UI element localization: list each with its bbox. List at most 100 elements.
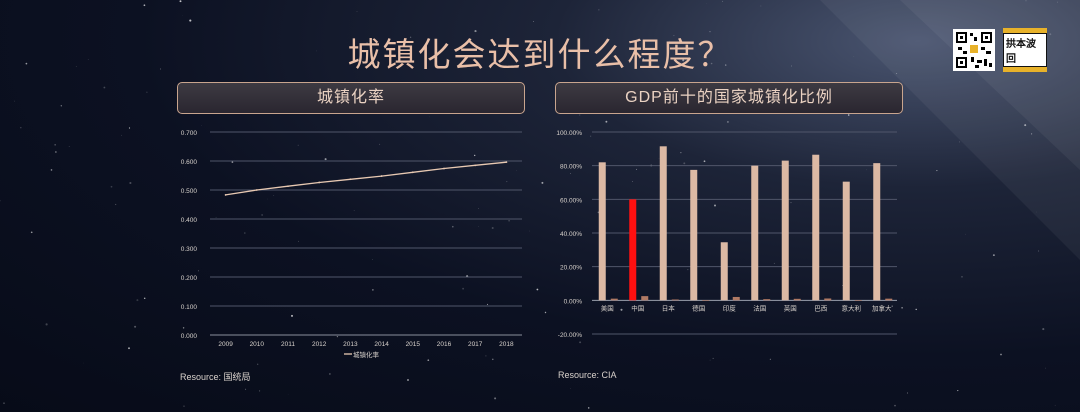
star	[1031, 133, 1033, 135]
x-tick-label: 印度	[723, 303, 737, 312]
star	[961, 276, 963, 278]
y-tick-label: 0.400	[181, 217, 198, 224]
star	[1045, 367, 1047, 369]
star	[356, 11, 358, 12]
bar-secondary	[854, 299, 862, 301]
bar-urbanization	[873, 163, 881, 301]
data-point	[443, 167, 445, 170]
star	[769, 358, 771, 360]
star	[128, 127, 131, 129]
star	[134, 325, 137, 328]
star	[709, 359, 711, 361]
country-urbanization-bar-chart: -20.00% 0.00% 20.00% 40.00% 60.00% 80.00% 100.…	[556, 130, 897, 339]
star	[20, 126, 22, 129]
star	[992, 254, 995, 257]
star	[847, 114, 850, 116]
y-tick-label: -20.00%	[558, 332, 582, 339]
star	[143, 4, 146, 7]
y-tick-label: 0.100	[181, 304, 198, 311]
bar-secondary	[793, 298, 801, 301]
star	[579, 114, 581, 116]
bar-urbanization	[659, 146, 667, 301]
bar-secondary	[610, 298, 618, 301]
right-source-note: Resource: CIA	[558, 370, 617, 380]
star	[14, 100, 15, 102]
x-tick-label: 2012	[312, 341, 327, 348]
star	[0, 200, 1, 202]
data-point	[224, 194, 227, 196]
data-point	[474, 164, 477, 167]
star	[146, 91, 148, 93]
star	[1024, 124, 1027, 127]
data-point	[287, 185, 289, 188]
star	[45, 323, 48, 326]
star	[712, 357, 714, 359]
star	[259, 390, 261, 392]
star	[598, 9, 600, 11]
bar-secondary	[885, 298, 893, 301]
brand-logo-text: 拱本波回	[1003, 33, 1047, 67]
x-tick-label: 德国	[692, 303, 705, 312]
star	[494, 397, 497, 400]
star	[906, 392, 909, 394]
y-tick-label: 0.00%	[564, 298, 583, 305]
left-source-note: Resource: 国统局	[180, 372, 251, 382]
star	[760, 5, 762, 7]
bar-urbanization	[781, 160, 789, 301]
star	[121, 134, 122, 136]
star	[936, 170, 938, 172]
urbanization-line-chart: 0.000 0.100 0.200 0.300 0.400 0.500 0.600 0.700…	[181, 130, 522, 359]
right-panel-title: GDP前十的国家城镇化比例	[555, 82, 903, 114]
star	[245, 388, 247, 390]
y-tick-label: 0.200	[181, 275, 198, 282]
bar-urbanization	[629, 199, 637, 301]
bar-secondary	[641, 296, 649, 301]
x-tick-label: 2015	[406, 341, 421, 348]
page-title: 城镇化会达到什么程度？	[347, 36, 733, 73]
y-tick-label: 40.00%	[560, 231, 582, 238]
star	[722, 0, 724, 2]
star	[570, 388, 571, 389]
star	[1038, 250, 1040, 252]
star	[136, 299, 139, 302]
bar-secondary	[763, 299, 771, 301]
star	[957, 390, 959, 392]
star	[103, 86, 106, 89]
star	[181, 15, 183, 16]
y-tick-label: 60.00%	[560, 197, 582, 204]
y-tick-label: 100.00%	[556, 130, 582, 137]
star	[143, 297, 146, 300]
bar-secondary	[702, 299, 710, 301]
x-tick-label: 2018	[499, 341, 514, 348]
legend-label: 城镇化率	[353, 350, 380, 359]
star	[110, 185, 113, 188]
star	[115, 203, 117, 206]
star	[587, 407, 590, 409]
star	[129, 181, 132, 185]
star	[1025, 0, 1027, 2]
star	[544, 311, 547, 314]
x-tick-label: 2010	[250, 341, 265, 348]
qr-code-icon	[953, 29, 995, 71]
star	[329, 373, 331, 375]
x-tick-label: 中国	[631, 303, 644, 312]
star	[60, 105, 62, 107]
data-point	[380, 175, 383, 177]
star	[189, 19, 192, 22]
y-tick-label: 0.500	[181, 188, 198, 195]
light-beam	[900, 0, 1080, 170]
star	[179, 0, 182, 3]
y-tick-label: 0.600	[181, 159, 198, 166]
star	[83, 362, 84, 364]
star	[536, 288, 539, 291]
x-tick-label: 2013	[343, 341, 358, 348]
x-tick-label: 2009	[218, 341, 233, 348]
data-point	[505, 161, 508, 164]
data-point	[255, 189, 258, 191]
star	[965, 233, 966, 235]
brand-logo: 拱本波回	[1003, 28, 1047, 72]
x-tick-label: 日本	[662, 303, 676, 312]
star	[533, 20, 534, 22]
bar-urbanization	[690, 169, 698, 301]
star	[1057, 1, 1058, 3]
